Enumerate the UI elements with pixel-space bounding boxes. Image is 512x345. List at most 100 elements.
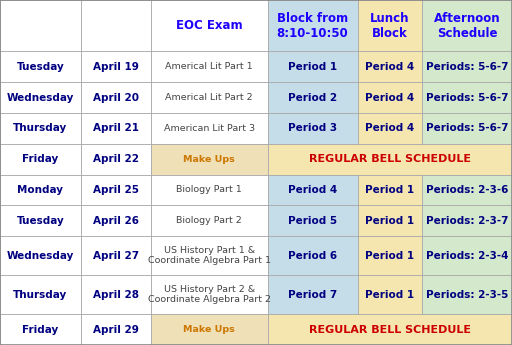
Bar [0, 144, 81, 175]
Text: EOC Exam: EOC Exam [176, 19, 243, 32]
Bar [81, 51, 151, 82]
Text: April 21: April 21 [93, 124, 139, 134]
Bar [422, 175, 512, 205]
Bar [268, 51, 357, 82]
Text: US History Part 1 &
Coordinate Algebra Part 1: US History Part 1 & Coordinate Algebra P… [148, 246, 271, 265]
Text: Americal Lit Part 1: Americal Lit Part 1 [165, 62, 253, 71]
Bar [268, 175, 357, 205]
Text: April 25: April 25 [93, 185, 139, 195]
Bar [151, 0, 268, 51]
Bar [81, 314, 151, 345]
Bar [422, 275, 512, 314]
Bar [268, 236, 357, 275]
Bar [0, 236, 81, 275]
Bar [0, 275, 81, 314]
Bar [268, 314, 512, 345]
Bar [0, 275, 81, 314]
Bar [0, 175, 81, 205]
Text: Period 1: Period 1 [365, 185, 414, 195]
Text: Period 1: Period 1 [365, 216, 414, 226]
Bar [0, 144, 81, 175]
Bar [0, 0, 81, 51]
Text: REGULAR BELL SCHEDULE: REGULAR BELL SCHEDULE [309, 154, 471, 164]
Bar [0, 82, 81, 113]
Text: Periods: 2-3-5: Periods: 2-3-5 [426, 290, 508, 300]
Text: US History Part 2 &
Coordinate Algebra Part 2: US History Part 2 & Coordinate Algebra P… [148, 285, 271, 304]
Bar [81, 205, 151, 236]
Bar [81, 113, 151, 144]
Bar [81, 144, 151, 175]
Bar [81, 236, 151, 275]
Bar [0, 314, 81, 345]
Bar [0, 314, 81, 345]
Bar [0, 175, 81, 205]
Bar [357, 275, 422, 314]
Bar [422, 205, 512, 236]
Bar [81, 314, 151, 345]
Bar [422, 175, 512, 205]
Bar [268, 275, 357, 314]
Text: American Lit Part 3: American Lit Part 3 [164, 124, 255, 133]
Bar [422, 0, 512, 51]
Bar [357, 51, 422, 82]
Text: Make Ups: Make Ups [183, 155, 235, 164]
Bar [357, 51, 422, 82]
Bar [422, 51, 512, 82]
Bar [357, 205, 422, 236]
Bar [422, 113, 512, 144]
Text: Period 3: Period 3 [288, 124, 337, 134]
Bar [422, 236, 512, 275]
Text: Tuesday: Tuesday [16, 62, 65, 72]
Bar [151, 236, 268, 275]
Bar [422, 82, 512, 113]
Bar [268, 205, 357, 236]
Bar [81, 82, 151, 113]
Text: Friday: Friday [23, 325, 58, 335]
Bar [357, 113, 422, 144]
Text: Biology Part 2: Biology Part 2 [177, 216, 242, 225]
Bar [81, 51, 151, 82]
Bar [151, 51, 268, 82]
Bar [268, 0, 357, 51]
Bar [357, 82, 422, 113]
Bar [357, 175, 422, 205]
Bar [0, 82, 81, 113]
Bar [357, 0, 422, 51]
Bar [422, 113, 512, 144]
Text: Periods: 5-6-7: Periods: 5-6-7 [426, 62, 508, 72]
Bar [268, 205, 357, 236]
Text: Periods: 5-6-7: Periods: 5-6-7 [426, 92, 508, 102]
Text: Afternoon
Schedule: Afternoon Schedule [434, 12, 500, 40]
Bar [357, 175, 422, 205]
Bar [81, 144, 151, 175]
Text: Americal Lit Part 2: Americal Lit Part 2 [165, 93, 253, 102]
Text: Tuesday: Tuesday [16, 216, 65, 226]
Bar [422, 0, 512, 51]
Bar [422, 205, 512, 236]
Text: April 19: April 19 [93, 62, 139, 72]
Text: Period 1: Period 1 [365, 290, 414, 300]
Bar [422, 275, 512, 314]
Text: Biology Part 1: Biology Part 1 [177, 186, 242, 195]
Bar [0, 113, 81, 144]
Text: April 29: April 29 [93, 325, 139, 335]
Bar [151, 314, 268, 345]
Bar [81, 175, 151, 205]
Bar [357, 82, 422, 113]
Bar [151, 175, 268, 205]
Bar [151, 144, 268, 175]
Bar [151, 236, 268, 275]
Bar [151, 175, 268, 205]
Bar [268, 82, 357, 113]
Bar [357, 236, 422, 275]
Bar [151, 0, 268, 51]
Bar [151, 113, 268, 144]
Bar [0, 205, 81, 236]
Text: Make Ups: Make Ups [183, 325, 235, 334]
Bar [151, 51, 268, 82]
Text: Period 4: Period 4 [365, 124, 414, 134]
Text: Period 7: Period 7 [288, 290, 337, 300]
Text: Periods: 2-3-4: Periods: 2-3-4 [426, 251, 508, 261]
Text: April 28: April 28 [93, 290, 139, 300]
Bar [0, 51, 81, 82]
